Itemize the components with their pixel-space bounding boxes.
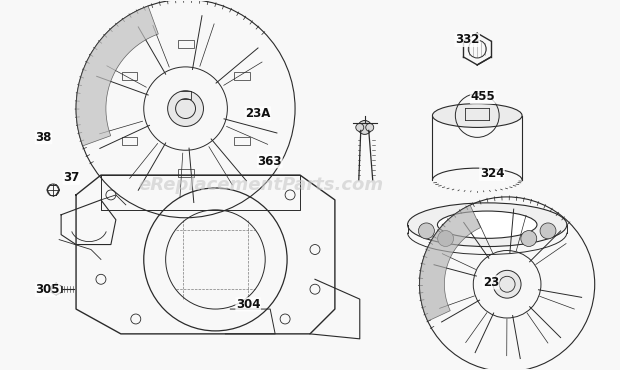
Text: 324: 324 xyxy=(480,168,504,181)
Text: 455: 455 xyxy=(471,90,495,103)
Text: 38: 38 xyxy=(35,131,51,144)
Ellipse shape xyxy=(438,231,454,246)
Ellipse shape xyxy=(432,104,522,127)
Text: 304: 304 xyxy=(236,298,260,311)
Ellipse shape xyxy=(358,121,372,134)
Text: 23A: 23A xyxy=(245,107,270,120)
Ellipse shape xyxy=(418,223,435,239)
Text: 37: 37 xyxy=(63,171,79,184)
Ellipse shape xyxy=(356,124,364,131)
Text: 305: 305 xyxy=(35,283,60,296)
Polygon shape xyxy=(420,205,480,321)
Text: 23: 23 xyxy=(483,276,499,289)
Ellipse shape xyxy=(366,124,374,131)
Text: 363: 363 xyxy=(257,155,282,168)
Ellipse shape xyxy=(540,223,556,239)
Polygon shape xyxy=(76,6,158,146)
Ellipse shape xyxy=(521,231,537,246)
Ellipse shape xyxy=(493,270,521,298)
Ellipse shape xyxy=(407,203,567,246)
Ellipse shape xyxy=(438,211,537,238)
Ellipse shape xyxy=(167,91,203,127)
Text: eReplacementParts.com: eReplacementParts.com xyxy=(138,176,383,194)
Text: 332: 332 xyxy=(455,33,479,47)
